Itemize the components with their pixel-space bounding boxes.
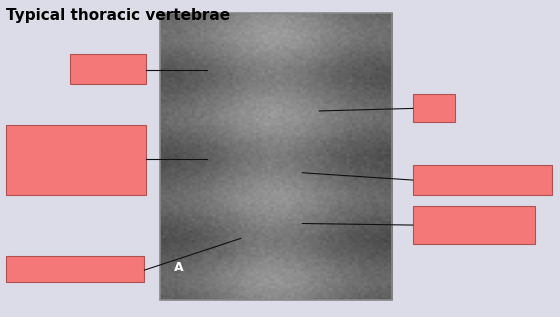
Bar <box>6 256 144 282</box>
Bar <box>413 165 552 195</box>
Bar <box>413 94 455 122</box>
Bar <box>160 13 392 300</box>
Bar <box>6 125 146 195</box>
Text: Typical thoracic vertebrae: Typical thoracic vertebrae <box>6 8 230 23</box>
Bar <box>413 206 535 244</box>
Bar <box>70 54 146 84</box>
Text: A: A <box>174 261 183 274</box>
